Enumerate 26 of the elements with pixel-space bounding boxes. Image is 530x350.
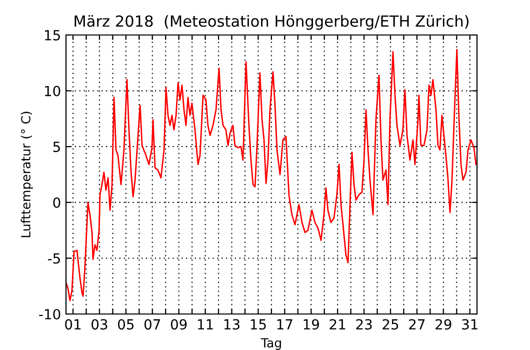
x-tick-label: 11 [198,319,213,330]
chart-title: März 2018 (Meteostation Hönggerberg/ETH Zürich) [74,15,468,30]
y-tick-label: 5 [53,142,60,152]
x-axis-title: Tag [260,338,281,350]
y-tick-label: 15 [44,30,60,40]
y-tick-label: 0 [53,197,60,208]
x-tick-label: 09 [170,319,187,330]
x-tick-label: 01 [65,319,81,330]
x-tick-label: 23 [356,319,372,330]
x-tick-label: 31 [462,319,478,330]
x-tick-label: 13 [224,319,240,330]
x-tick-label: 03 [92,319,108,330]
y-axis-title: Lufttemperatur (° C) [20,112,33,238]
x-tick-label: 17 [277,319,292,330]
x-tick-label: 15 [250,319,266,330]
x-tick-label: 25 [382,319,398,330]
x-tick-label: 07 [144,319,160,330]
y-tick-label: 10 [44,86,60,96]
x-tick-label: 19 [304,319,319,330]
x-tick-label: 27 [409,319,425,330]
y-tick-label: -10 [39,308,60,320]
x-tick-label: 21 [330,319,346,330]
line-series [66,48,477,302]
x-tick-label: 29 [436,319,452,330]
y-tick-label: -5 [48,253,60,264]
x-tick-label: 05 [118,319,134,330]
